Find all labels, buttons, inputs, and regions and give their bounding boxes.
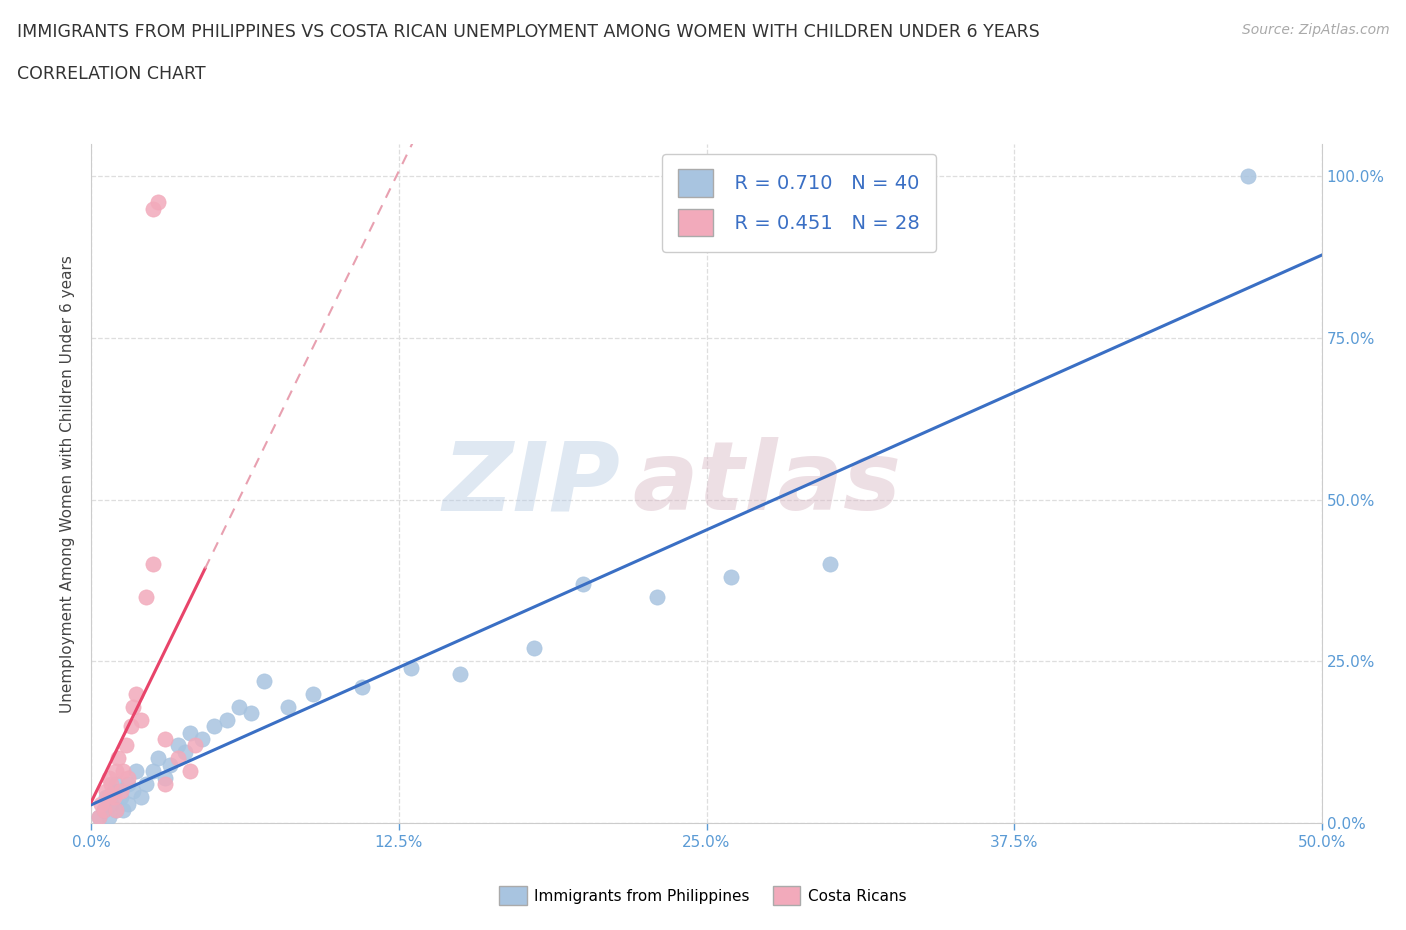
Point [112, 764, 135, 778]
Point [215, 712, 238, 727]
Point [97, 809, 120, 824]
Point [449, 667, 471, 682]
Point [87, 809, 110, 824]
Point [107, 751, 129, 765]
Point [96, 790, 117, 804]
Point [97, 790, 120, 804]
Point [142, 764, 165, 778]
Point [1237, 169, 1260, 184]
Point [301, 686, 323, 701]
Point [159, 757, 181, 772]
Point [105, 777, 127, 791]
Point [93, 803, 115, 817]
Point [96, 783, 117, 798]
Point [153, 777, 177, 791]
Point [523, 641, 546, 656]
Point [103, 783, 125, 798]
Point [112, 803, 135, 817]
Point [818, 557, 841, 572]
Text: IMMIGRANTS FROM PHILIPPINES VS COSTA RICAN UNEMPLOYMENT AMONG WOMEN WITH CHILDRE: IMMIGRANTS FROM PHILIPPINES VS COSTA RIC… [17, 23, 1039, 41]
Point [103, 790, 125, 804]
Point [90, 796, 112, 811]
Point [105, 803, 127, 817]
Point [105, 803, 127, 817]
Text: ZIP: ZIP [443, 437, 620, 530]
Text: Source: ZipAtlas.com: Source: ZipAtlas.com [1241, 23, 1389, 37]
Legend: Immigrants from Philippines, Costa Ricans: Immigrants from Philippines, Costa Rican… [494, 881, 912, 911]
Point [122, 699, 145, 714]
Point [183, 738, 207, 753]
Point [110, 790, 132, 804]
Point [645, 590, 669, 604]
Point [110, 783, 132, 798]
Point [146, 751, 169, 765]
Point [97, 770, 120, 785]
Point [117, 777, 139, 791]
Point [146, 195, 169, 210]
Text: CORRELATION CHART: CORRELATION CHART [17, 65, 205, 83]
Point [124, 764, 146, 778]
Point [191, 732, 214, 747]
Legend:   R = 0.710   N = 40,   R = 0.451   N = 28: R = 0.710 N = 40, R = 0.451 N = 28 [662, 153, 935, 252]
Point [166, 751, 188, 765]
Point [166, 738, 188, 753]
Point [228, 699, 250, 714]
Point [240, 706, 263, 721]
Point [153, 732, 177, 747]
Point [174, 745, 197, 760]
Point [572, 577, 595, 591]
Point [117, 796, 139, 811]
Point [253, 673, 276, 688]
Point [129, 790, 152, 804]
Point [122, 783, 145, 798]
Point [114, 738, 138, 753]
Point [124, 686, 146, 701]
Point [87, 809, 110, 824]
Point [135, 777, 156, 791]
Point [352, 680, 374, 695]
Point [100, 796, 122, 811]
Point [135, 590, 156, 604]
Point [277, 699, 299, 714]
Point [142, 557, 165, 572]
Point [93, 803, 115, 817]
Point [105, 764, 127, 778]
Point [202, 719, 225, 734]
Point [179, 725, 201, 740]
Point [142, 202, 165, 217]
Point [720, 570, 742, 585]
Point [129, 712, 152, 727]
Point [153, 770, 177, 785]
Point [399, 660, 422, 675]
Text: atlas: atlas [633, 437, 901, 530]
Y-axis label: Unemployment Among Women with Children Under 6 years: Unemployment Among Women with Children U… [60, 255, 76, 712]
Point [100, 777, 122, 791]
Point [179, 764, 201, 778]
Point [120, 719, 142, 734]
Point [117, 770, 139, 785]
